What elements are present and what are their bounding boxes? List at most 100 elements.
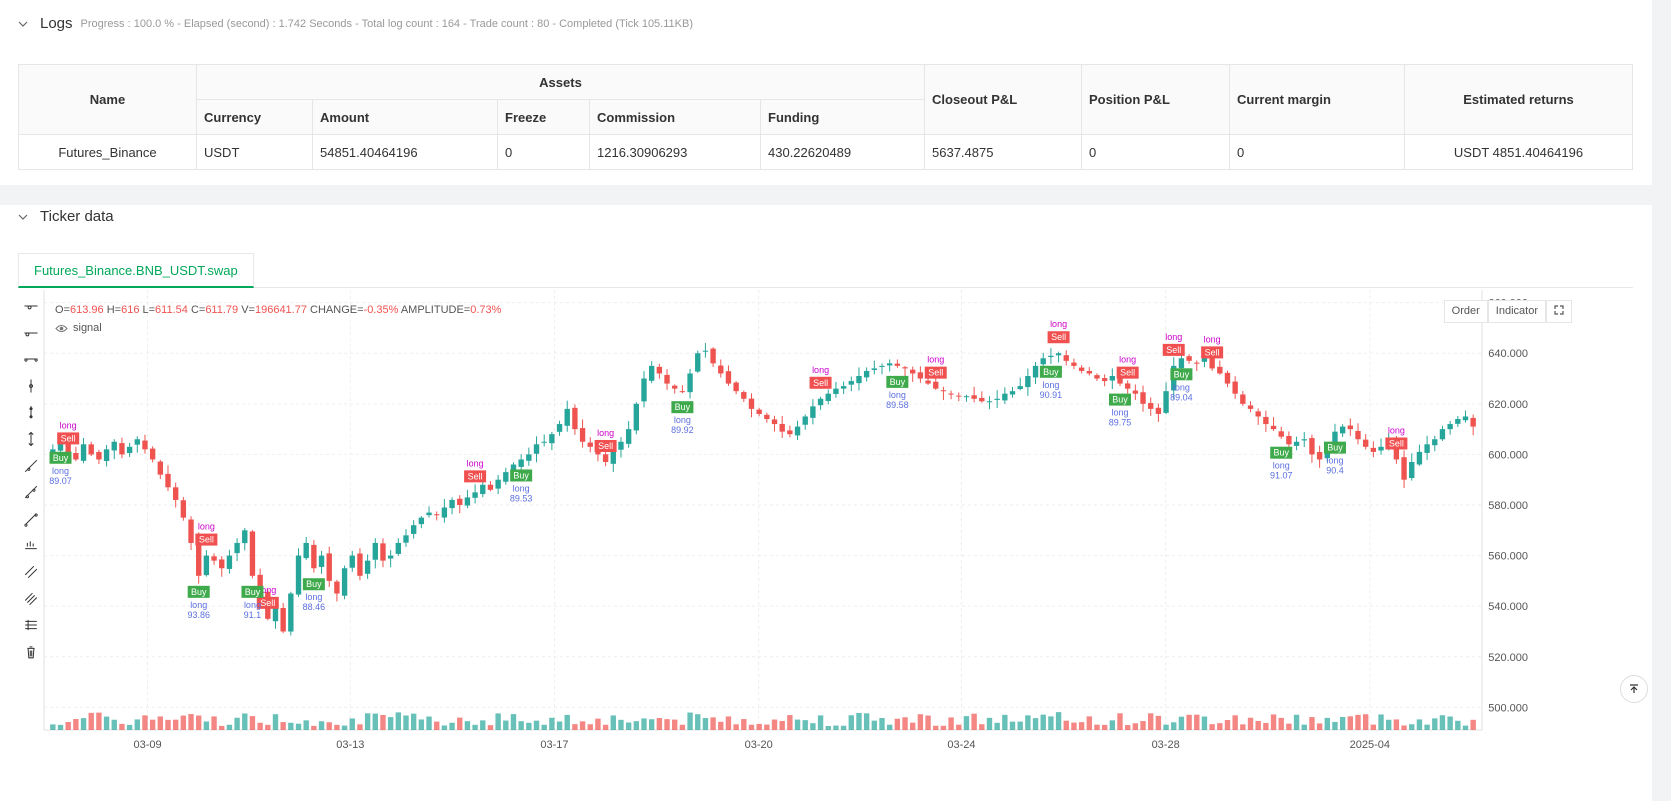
buy-marker[interactable] <box>1170 368 1193 381</box>
sell-marker[interactable] <box>464 470 487 483</box>
candle-body <box>318 555 325 567</box>
sell-marker[interactable] <box>1116 366 1139 379</box>
candle-body <box>656 366 663 374</box>
sell-marker[interactable] <box>594 440 617 452</box>
eye-icon[interactable] <box>55 324 68 333</box>
buy-marker[interactable] <box>1270 446 1293 459</box>
cell-name: Futures_Binance <box>18 134 197 170</box>
candle-body <box>134 439 140 445</box>
signal-tag: long <box>927 355 944 365</box>
trash-icon[interactable] <box>20 641 42 663</box>
volume-bar <box>595 718 601 730</box>
sell-marker[interactable] <box>1047 331 1070 344</box>
volume-bar <box>295 723 302 730</box>
amplitude-value: 0.73% <box>470 304 502 316</box>
candle-body <box>1247 405 1254 409</box>
buy-marker[interactable] <box>671 401 694 414</box>
sell-marker[interactable] <box>1385 437 1408 450</box>
candle-body <box>802 416 808 425</box>
buy-marker[interactable] <box>510 469 533 482</box>
buy-marker[interactable] <box>886 375 909 388</box>
buy-marker[interactable] <box>241 585 264 598</box>
volume-bar <box>971 713 977 730</box>
signal-legend[interactable]: signal <box>55 322 102 334</box>
candle-body <box>848 381 854 385</box>
volume-bar <box>1416 719 1423 730</box>
volume-bar <box>326 722 332 730</box>
volume-bar <box>1086 716 1092 730</box>
volume-bar <box>1316 723 1323 730</box>
sell-marker[interactable] <box>256 596 279 609</box>
sell-marker[interactable] <box>57 432 80 445</box>
price-label-icon[interactable] <box>20 534 42 556</box>
volume-bar <box>956 724 962 730</box>
volume-bar <box>1293 714 1300 730</box>
horizontal-line-icon[interactable] <box>20 295 42 317</box>
horizontal-segment-icon[interactable] <box>20 348 42 370</box>
horizontal-ray-icon[interactable] <box>20 322 42 344</box>
candle-body <box>948 393 954 395</box>
volume-value: 196641.77 <box>254 304 307 316</box>
volume-bar <box>725 716 732 730</box>
candle-body <box>1194 362 1200 364</box>
candle-body <box>879 365 885 367</box>
candle-body <box>1186 356 1192 361</box>
sell-marker[interactable] <box>1201 346 1224 359</box>
x-tick-label: 03-13 <box>336 739 364 751</box>
ray-line-icon[interactable] <box>20 481 42 503</box>
candle-body <box>863 370 870 378</box>
sell-marker[interactable] <box>195 533 218 546</box>
volume-bar <box>311 725 317 730</box>
chevron-down-icon[interactable] <box>18 19 28 29</box>
candle-body <box>142 440 148 450</box>
signal-value: 89.92 <box>671 425 694 435</box>
cell-position: 0 <box>1081 134 1230 170</box>
candle-body <box>103 449 110 462</box>
candle-body <box>126 446 133 454</box>
volume-bar <box>1048 716 1054 730</box>
fullscreen-icon[interactable] <box>1546 300 1572 323</box>
order-button[interactable]: Order <box>1443 300 1488 323</box>
logs-header[interactable]: Logs Progress : 100.0 % - Elapsed (secon… <box>18 15 693 32</box>
multi-channel-icon[interactable] <box>20 588 42 610</box>
volume-bar <box>1071 722 1077 730</box>
indicator-button[interactable]: Indicator <box>1487 300 1546 323</box>
sell-label: Sell <box>468 471 483 481</box>
sell-marker[interactable] <box>1162 343 1185 356</box>
candle-body <box>357 553 363 576</box>
candle-body <box>695 353 701 372</box>
candlestick-chart[interactable]: 660.000640.000620.000600.000580.000560.0… <box>0 205 1652 801</box>
volume-bar <box>188 713 194 730</box>
buy-marker[interactable] <box>1323 441 1346 454</box>
volume-bar <box>1217 723 1223 730</box>
parallel-channel-icon[interactable] <box>20 561 42 583</box>
candle-body <box>940 390 947 392</box>
tab-bnb-usdt-swap[interactable]: Futures_Binance.BNB_USDT.swap <box>18 253 254 288</box>
buy-marker[interactable] <box>1109 393 1131 406</box>
chevron-down-icon[interactable] <box>18 212 28 222</box>
vertical-arrow-icon[interactable] <box>20 428 42 450</box>
candle-body <box>65 439 71 455</box>
candle-body <box>249 531 256 576</box>
sell-marker[interactable] <box>809 376 832 389</box>
buy-marker[interactable] <box>49 451 72 464</box>
vertical-segment-icon[interactable] <box>20 401 42 423</box>
sell-marker[interactable] <box>924 366 947 379</box>
candle-body <box>503 472 509 482</box>
ticker-header[interactable]: Ticker data <box>18 208 114 225</box>
signal-value: 91.1 <box>244 610 262 620</box>
signal-value: 88.46 <box>303 602 326 612</box>
volume-bar <box>1163 724 1169 730</box>
scroll-to-top-button[interactable] <box>1620 675 1648 703</box>
vertical-line-icon[interactable] <box>20 375 42 397</box>
fib-icon[interactable] <box>20 614 42 636</box>
buy-marker[interactable] <box>302 578 325 591</box>
cell-freeze: 0 <box>497 134 590 170</box>
buy-marker[interactable] <box>1039 365 1062 378</box>
candle-body <box>395 542 402 554</box>
trend-line-icon[interactable] <box>20 455 42 477</box>
buy-marker[interactable] <box>187 585 210 598</box>
segment-icon[interactable] <box>20 508 42 530</box>
volume-bar <box>1232 715 1238 730</box>
signal-tag: long <box>244 600 261 610</box>
